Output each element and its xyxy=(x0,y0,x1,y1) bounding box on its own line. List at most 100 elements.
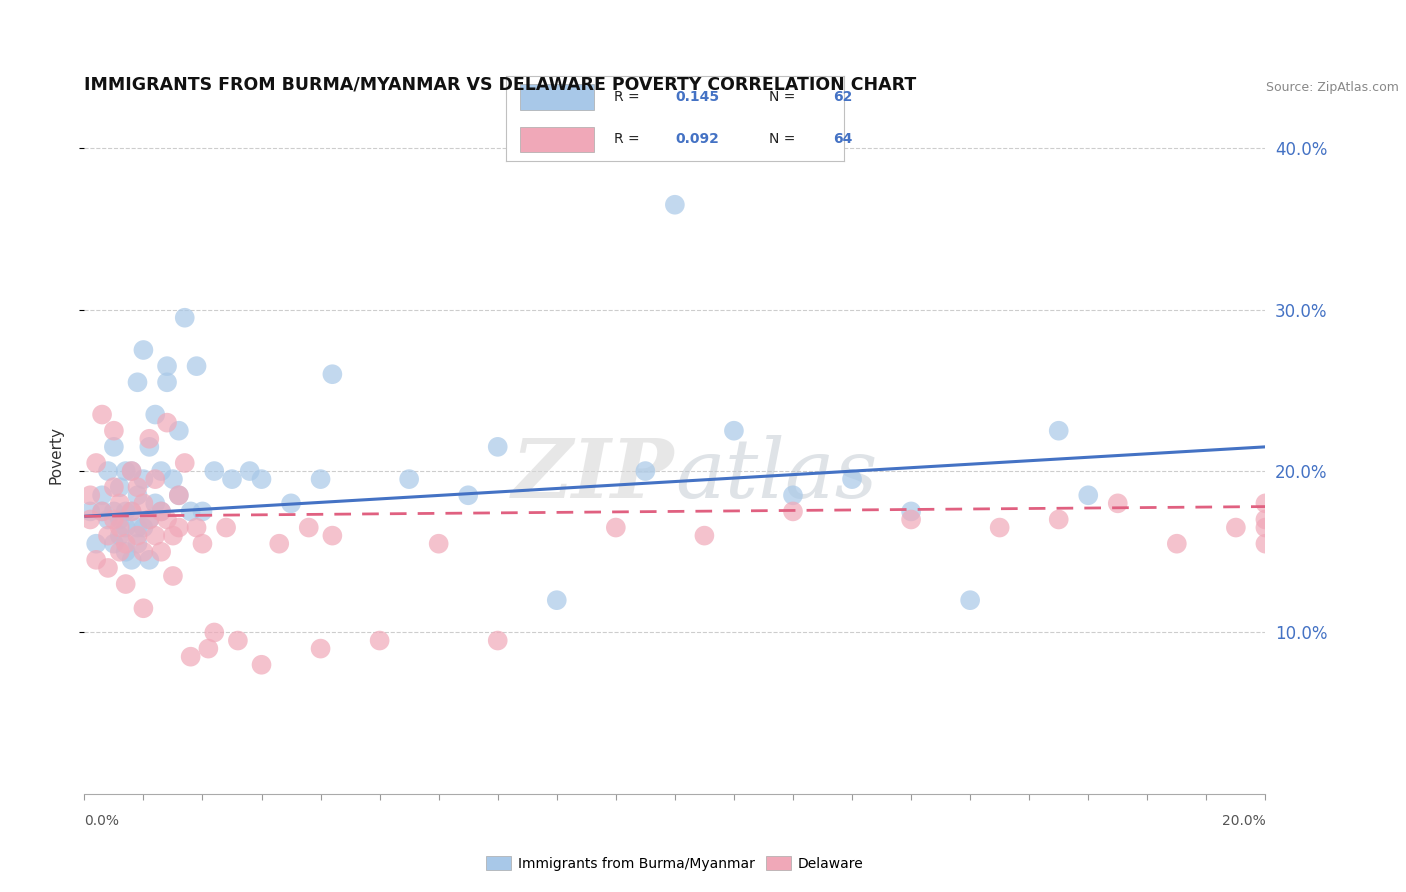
Point xyxy=(138,440,160,454)
Point xyxy=(180,649,202,664)
Point xyxy=(298,520,321,534)
Legend: Immigrants from Burma/Myanmar, Delaware: Immigrants from Burma/Myanmar, Delaware xyxy=(481,850,869,876)
Point xyxy=(398,472,420,486)
Point xyxy=(79,488,101,502)
Point xyxy=(309,641,332,656)
Text: 64: 64 xyxy=(834,132,853,146)
Point xyxy=(546,593,568,607)
Point xyxy=(723,424,745,438)
Point xyxy=(180,504,202,518)
FancyBboxPatch shape xyxy=(520,85,593,110)
Text: 62: 62 xyxy=(834,90,853,104)
Point xyxy=(97,528,120,542)
Point xyxy=(486,633,509,648)
Text: N =: N = xyxy=(769,90,800,104)
Point xyxy=(150,464,173,478)
Point xyxy=(280,496,302,510)
Point xyxy=(150,504,173,518)
Point xyxy=(1107,496,1129,510)
Point xyxy=(664,198,686,212)
Text: 20.0%: 20.0% xyxy=(1222,814,1265,828)
Text: N =: N = xyxy=(769,132,800,146)
Point xyxy=(250,472,273,486)
Point xyxy=(132,520,155,534)
Point xyxy=(1077,488,1099,502)
Point xyxy=(84,553,107,567)
Point xyxy=(114,577,136,591)
Point xyxy=(103,440,125,454)
Point xyxy=(108,496,131,510)
Point xyxy=(108,520,131,534)
Point xyxy=(321,368,343,382)
Point xyxy=(91,488,114,502)
Text: IMMIGRANTS FROM BURMA/MYANMAR VS DELAWARE POVERTY CORRELATION CHART: IMMIGRANTS FROM BURMA/MYANMAR VS DELAWAR… xyxy=(84,76,917,94)
Point xyxy=(197,641,219,656)
Point xyxy=(634,464,657,478)
Point xyxy=(988,520,1011,534)
Point xyxy=(97,512,120,526)
Point xyxy=(108,545,131,559)
Point xyxy=(108,480,131,494)
Point xyxy=(121,504,143,518)
Point xyxy=(143,472,166,486)
Point xyxy=(108,528,131,542)
Point xyxy=(1047,424,1070,438)
Point xyxy=(79,512,101,526)
Point xyxy=(103,512,125,526)
Point xyxy=(457,488,479,502)
Point xyxy=(103,537,125,551)
Y-axis label: Poverty: Poverty xyxy=(49,425,63,484)
Point xyxy=(150,504,173,518)
Point xyxy=(269,537,291,551)
Point xyxy=(841,472,863,486)
Point xyxy=(1254,512,1277,526)
Point xyxy=(138,512,160,526)
Point xyxy=(250,657,273,672)
Point xyxy=(167,424,190,438)
Point xyxy=(127,376,149,390)
Point xyxy=(368,633,391,648)
Point xyxy=(121,464,143,478)
Point xyxy=(121,464,143,478)
Point xyxy=(959,593,981,607)
Point xyxy=(1166,537,1188,551)
Point xyxy=(138,512,160,526)
Point xyxy=(114,504,136,518)
Point xyxy=(103,424,125,438)
Text: 0.145: 0.145 xyxy=(675,90,718,104)
Point xyxy=(900,504,922,518)
Point xyxy=(162,472,184,486)
Text: 0.092: 0.092 xyxy=(675,132,718,146)
Point xyxy=(202,464,225,478)
Point xyxy=(156,416,179,430)
Point xyxy=(132,343,155,357)
Point xyxy=(84,537,107,551)
Point xyxy=(114,545,136,559)
Point xyxy=(156,512,179,526)
Point xyxy=(162,569,184,583)
Point xyxy=(150,545,173,559)
Text: 0.0%: 0.0% xyxy=(84,814,120,828)
Point xyxy=(486,440,509,454)
Point xyxy=(91,504,114,518)
Point xyxy=(114,520,136,534)
Point xyxy=(191,537,214,551)
Point xyxy=(103,504,125,518)
Point xyxy=(186,359,208,373)
Point xyxy=(132,601,155,615)
Point xyxy=(156,376,179,390)
Point xyxy=(309,472,332,486)
Point xyxy=(108,512,131,526)
Point xyxy=(103,480,125,494)
Point xyxy=(173,310,195,325)
Point xyxy=(1254,496,1277,510)
Point xyxy=(782,488,804,502)
Point xyxy=(127,528,149,542)
Point xyxy=(132,545,155,559)
Point xyxy=(1047,512,1070,526)
Point xyxy=(167,520,190,534)
Point xyxy=(226,633,249,648)
Point xyxy=(127,537,149,551)
Point xyxy=(143,408,166,422)
Point xyxy=(156,359,179,373)
